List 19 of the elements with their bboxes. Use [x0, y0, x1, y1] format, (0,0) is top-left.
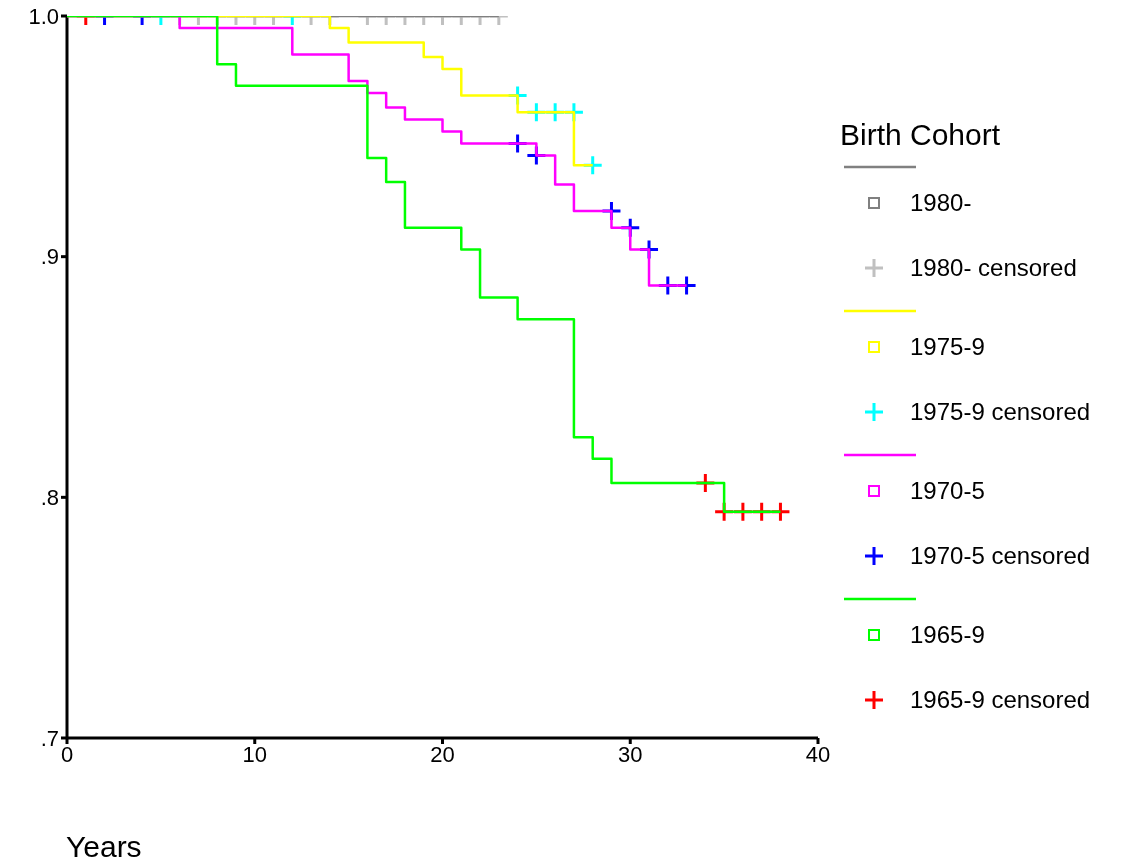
legend-label: 1965-9	[910, 621, 985, 649]
legend-label: 1980-	[910, 189, 972, 217]
legend-title: Birth Cohort	[840, 118, 1002, 152]
legend-label: 1980- censored	[910, 254, 1077, 282]
y-tick-label: .8	[40, 485, 59, 511]
x-tick-label: 40	[805, 741, 831, 767]
y-tick-label: .7	[40, 725, 59, 751]
x-tick-label: 0	[60, 741, 74, 767]
legend-label: 1965-9 censored	[910, 686, 1091, 714]
x-axis-title: Years	[66, 830, 142, 864]
legend-label: 1975-9 censored	[910, 398, 1091, 426]
y-tick-label: 1.0	[28, 3, 59, 29]
x-tick-label: 20	[430, 741, 455, 767]
legend-label: 1975-9	[910, 333, 985, 361]
legend-label: 1970-5 censored	[910, 542, 1091, 570]
x-tick-label: 10	[242, 741, 267, 767]
y-tick-label: .9	[40, 244, 59, 270]
x-tick-label: 30	[618, 741, 643, 767]
legend-label: 1970-5	[910, 477, 985, 505]
